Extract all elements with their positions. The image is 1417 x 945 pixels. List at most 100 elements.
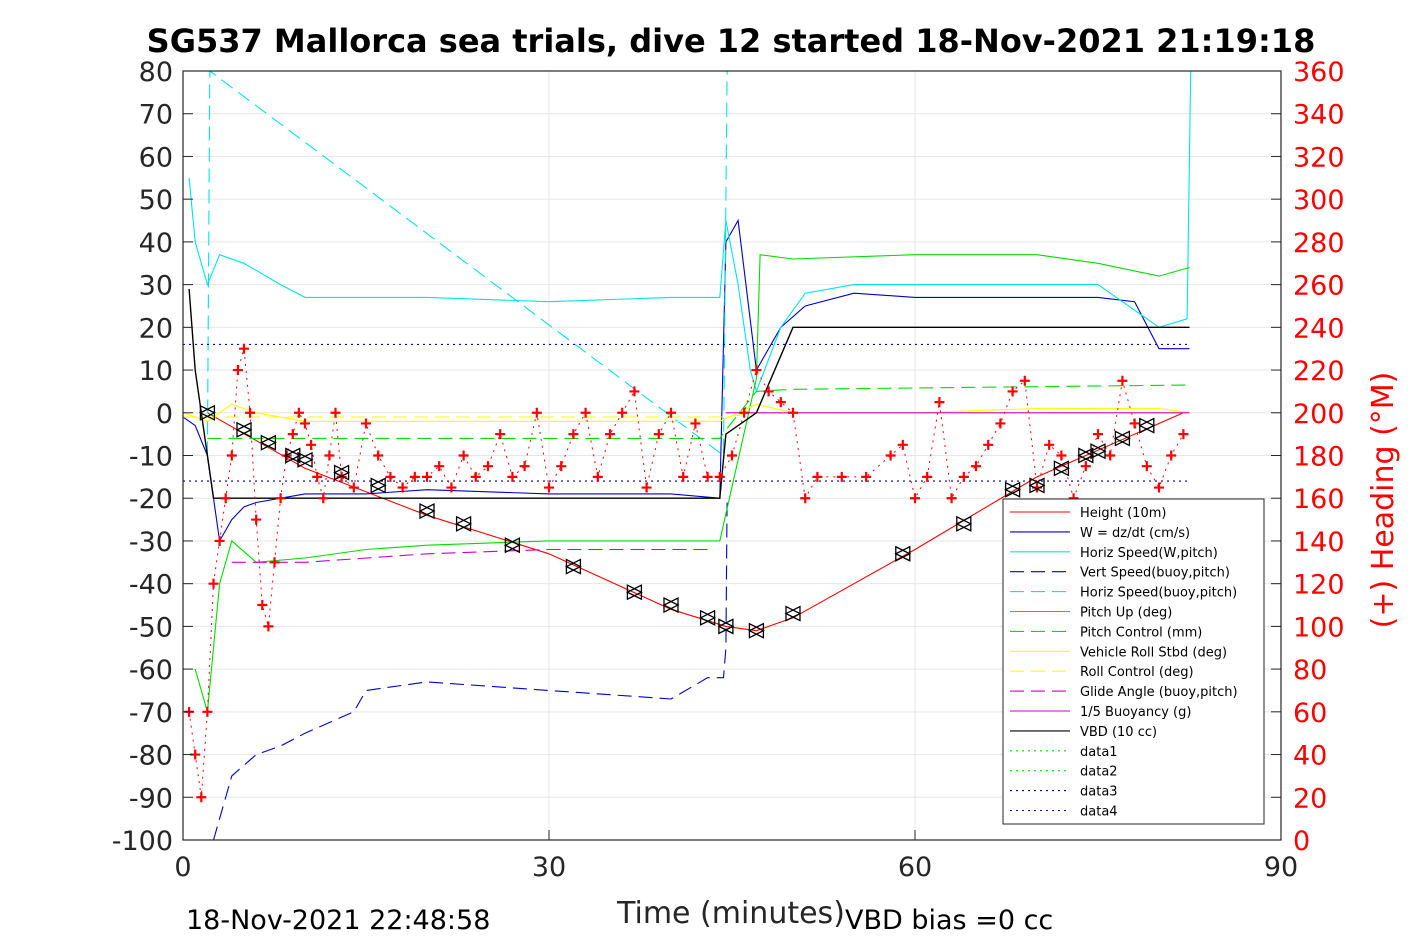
heading-point <box>483 461 493 472</box>
height-marker <box>1077 447 1095 464</box>
heading-point <box>269 557 280 568</box>
heading-trace <box>188 348 1184 798</box>
heading-point <box>568 429 579 440</box>
series-line-7 <box>183 403 1190 422</box>
heading-point <box>318 493 329 504</box>
height-markers <box>198 404 1156 639</box>
heading-point <box>1080 461 1091 472</box>
height-marker <box>1089 443 1107 460</box>
legend-label: data3 <box>1080 785 1118 800</box>
heading-point <box>385 471 396 482</box>
heading-series <box>184 343 1189 803</box>
series-line-11 <box>188 288 1190 499</box>
heading-point <box>592 471 603 482</box>
heading-point <box>293 407 304 418</box>
heading-point <box>495 429 506 440</box>
heading-point <box>702 471 713 482</box>
heading-point <box>202 706 213 717</box>
height-marker <box>955 515 973 532</box>
series-line-3 <box>212 498 728 840</box>
y2-tick-label: 360 <box>1293 57 1345 88</box>
heading-point <box>958 471 969 482</box>
chart-title: SG537 Mallorca sea trials, dive 12 start… <box>147 22 1316 60</box>
y-tick-label: -100 <box>112 826 173 857</box>
y-tick-label: 70 <box>139 100 173 131</box>
heading-point <box>275 493 286 504</box>
heading-point <box>1019 375 1030 386</box>
x-axis-label: Time (minutes) <box>616 896 845 931</box>
heading-point <box>910 493 920 504</box>
heading-point <box>629 386 640 397</box>
heading-point <box>336 471 347 482</box>
footer-vbd-bias: VBD bias =0 cc <box>845 905 1053 936</box>
height-marker <box>717 618 735 635</box>
heading-point <box>507 471 518 482</box>
series-line-9 <box>231 548 708 563</box>
heading-point <box>1044 439 1055 450</box>
y2-tick-label: 240 <box>1293 313 1345 344</box>
height-marker <box>259 434 277 451</box>
heading-point <box>617 407 628 418</box>
heading-point <box>324 450 335 461</box>
series-line-2 <box>188 71 1192 394</box>
legend-label: Height (10m) <box>1080 506 1166 521</box>
height-marker <box>198 404 216 421</box>
y2-tick-label: 80 <box>1293 655 1327 686</box>
heading-point <box>800 493 811 504</box>
heading-point <box>300 418 310 429</box>
heading-point <box>245 407 256 418</box>
heading-point <box>812 471 823 482</box>
heading-point <box>605 429 615 440</box>
heading-point <box>1105 450 1116 461</box>
heading-point <box>458 450 469 461</box>
series-line-1 <box>183 218 1190 543</box>
heading-point <box>1056 450 1067 461</box>
height-marker <box>333 464 351 481</box>
legend-label: Horiz Speed(buoy,pitch) <box>1080 586 1237 601</box>
legend-label: Vert Speed(buoy,pitch) <box>1080 566 1230 581</box>
x-tick-label: 30 <box>532 852 566 883</box>
height-marker <box>418 502 436 520</box>
heading-point <box>257 600 268 611</box>
height-marker <box>1138 417 1156 434</box>
legend-label: data4 <box>1080 805 1118 820</box>
heading-point <box>214 535 225 546</box>
legend-label: VBD (10 cc) <box>1080 725 1157 740</box>
heading-point <box>1141 461 1152 472</box>
x-tick-label: 0 <box>174 852 191 883</box>
legend-label: data1 <box>1080 745 1118 760</box>
height-marker <box>369 477 387 494</box>
heading-point <box>434 461 445 472</box>
series-line-0 <box>207 412 1184 632</box>
heading-point <box>263 621 274 632</box>
height-marker <box>564 558 582 575</box>
heading-point <box>666 407 676 418</box>
y2-tick-label: 200 <box>1293 399 1345 430</box>
ticks: 0 30 60 9080706050403020100-10-20-30-40-50-… <box>112 57 1345 883</box>
y-tick-label: 60 <box>139 142 173 173</box>
heading-point <box>196 792 207 803</box>
height-marker <box>625 584 643 601</box>
height-marker <box>747 622 765 639</box>
series-line-4 <box>206 71 728 457</box>
y2-tick-label: 160 <box>1293 484 1345 515</box>
y2-tick-label: 260 <box>1293 271 1345 302</box>
height-marker <box>784 605 802 622</box>
height-marker <box>1028 477 1046 494</box>
heading-point <box>971 461 981 472</box>
y2-tick-label: 280 <box>1293 228 1345 259</box>
height-marker <box>284 447 302 464</box>
y2-tick-label: 120 <box>1293 570 1345 601</box>
heading-point <box>556 461 567 472</box>
y-tick-label: -70 <box>129 698 173 729</box>
y2-tick-label: 180 <box>1293 442 1345 473</box>
legend-label: W = dz/dt (cm/s) <box>1080 526 1190 541</box>
heading-point <box>922 471 933 482</box>
legend-label: Pitch Control (mm) <box>1080 625 1202 640</box>
y2-tick-label: 100 <box>1293 612 1345 643</box>
heading-point <box>763 386 774 397</box>
heading-point <box>788 407 798 418</box>
y2-tick-label: 320 <box>1293 142 1345 173</box>
heading-point <box>519 461 530 472</box>
y2-tick-label: 340 <box>1293 100 1345 131</box>
